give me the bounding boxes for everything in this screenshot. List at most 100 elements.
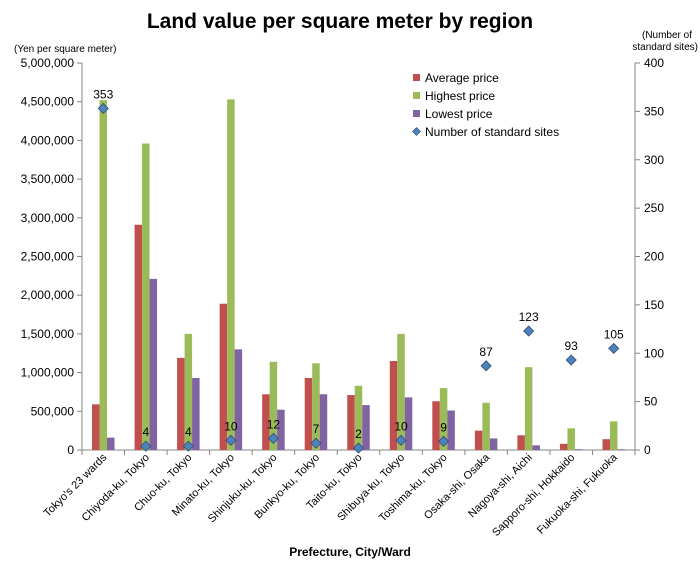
marker-number-of-standard-sites: [480, 360, 492, 372]
legend-swatch: [412, 127, 421, 136]
marker-number-of-standard-sites: [267, 432, 279, 444]
data-label-number-of-standard-sites: 353: [93, 87, 113, 101]
y-tick-label: 4,000,000: [21, 133, 75, 147]
legend: Average price Highest price Lowest price Nu…: [412, 71, 559, 139]
marker-number-of-standard-sites: [608, 342, 620, 354]
y2-tick-label: 50: [644, 395, 658, 409]
marker-number-of-standard-sites: [438, 435, 450, 447]
marker-number-of-standard-sites: [182, 440, 194, 452]
data-label-number-of-standard-sites: 105: [604, 327, 624, 341]
data-label-number-of-standard-sites: 123: [519, 310, 539, 324]
bar-highest-price: [184, 333, 193, 450]
bar-average-price: [347, 395, 355, 450]
bar-average-price: [92, 404, 100, 450]
bar-average-price: [432, 401, 440, 450]
y-tick-label: 2,500,000: [21, 250, 75, 264]
bar-highest-price: [439, 388, 448, 450]
bar-average-price: [602, 439, 610, 450]
marker-number-of-standard-sites: [97, 102, 109, 115]
marker-number-of-standard-sites: [352, 442, 365, 454]
bar-lowest-price: [532, 445, 540, 450]
bar-highest-price: [99, 100, 108, 450]
y2-tick-label: 350: [644, 104, 664, 118]
bar-lowest-price: [404, 397, 413, 450]
y2-axis-unit-label-line1: (Number of: [642, 30, 692, 41]
bar-highest-price: [227, 99, 235, 451]
data-label-number-of-standard-sites: 10: [224, 419, 238, 433]
data-label-number-of-standard-sites: 12: [267, 417, 281, 431]
bar-average-price: [262, 394, 270, 450]
data-label-number-of-standard-sites: 9: [440, 420, 447, 434]
bar-lowest-price: [489, 438, 498, 450]
y-tick-label: 2,000,000: [21, 288, 75, 302]
bar-highest-price: [524, 367, 533, 450]
bar-average-price: [517, 435, 525, 450]
marker-number-of-standard-sites: [225, 434, 237, 446]
y2-tick-label: 200: [644, 250, 664, 264]
marker-number-of-standard-sites: [310, 437, 322, 449]
bar-lowest-price: [277, 409, 285, 450]
y2-tick-label: 250: [644, 201, 664, 215]
legend-entry: Highest price: [425, 89, 495, 103]
bar-highest-price: [354, 385, 363, 450]
y-tick-label: 4,500,000: [21, 95, 75, 109]
data-label-number-of-standard-sites: 4: [142, 425, 149, 439]
legend-swatch: [413, 74, 420, 81]
bar-lowest-price: [447, 410, 455, 450]
bar-highest-price: [397, 333, 405, 450]
y2-tick-label: 300: [644, 153, 664, 167]
y2-tick-label: 150: [644, 298, 664, 312]
bar-lowest-price: [362, 405, 370, 450]
legend-entry: Lowest price: [425, 107, 493, 121]
bar-average-price: [177, 357, 185, 450]
bar-lowest-price: [192, 378, 200, 450]
y2-tick-label: 100: [644, 346, 664, 360]
bar-lowest-price: [319, 394, 328, 450]
x-axis-label: Prefecture, City/Ward: [289, 545, 411, 559]
x-category-label: Sapporo-shi, Hokkaido: [490, 452, 577, 539]
bar-lowest-price: [574, 449, 583, 450]
data-label-number-of-standard-sites: 93: [565, 339, 579, 353]
bar-highest-price: [269, 361, 278, 450]
marker-number-of-standard-sites: [140, 440, 152, 452]
y-tick-label: 3,500,000: [21, 172, 75, 186]
marker-number-of-standard-sites: [565, 354, 577, 366]
legend-swatch: [413, 110, 420, 117]
bar-average-price: [304, 378, 313, 450]
bar-average-price: [559, 443, 568, 450]
y-tick-label: 3,000,000: [21, 211, 75, 225]
data-label-number-of-standard-sites: 2: [355, 427, 362, 441]
bar-lowest-price: [617, 449, 625, 450]
data-label-number-of-standard-sites: 10: [394, 419, 408, 433]
chart-title: Land value per square meter by region: [147, 10, 533, 33]
data-label-number-of-standard-sites: 87: [479, 345, 493, 359]
data-label-number-of-standard-sites: 7: [313, 422, 320, 436]
y2-tick-label: 400: [644, 56, 664, 70]
y2-tick-label: 0: [644, 443, 651, 457]
y-tick-label: 1,000,000: [21, 366, 75, 380]
bar-average-price: [134, 224, 143, 450]
data-label-number-of-standard-sites: 4: [185, 425, 192, 439]
bar-highest-price: [482, 402, 490, 450]
legend-entry: Number of standard sites: [425, 125, 559, 139]
marker-number-of-standard-sites: [395, 434, 407, 446]
legend-swatch: [413, 92, 420, 99]
bar-highest-price: [312, 363, 320, 450]
bar-average-price: [389, 360, 398, 450]
bar-highest-price: [567, 428, 575, 450]
bar-highest-price: [142, 143, 150, 450]
y-tick-label: 5,000,000: [21, 56, 75, 70]
legend-entry: Average price: [425, 71, 499, 85]
bar-lowest-price: [234, 349, 243, 450]
y-tick-label: 1,500,000: [21, 327, 75, 341]
y2-axis-unit-label-line2: standard sites): [632, 42, 698, 53]
bar-average-price: [474, 430, 483, 450]
bar-lowest-price: [149, 278, 158, 450]
plot-area: 0 500,000 1,000,000 1,500,000 2,000,000 2,500…: [21, 56, 665, 539]
y-tick-label: 0: [67, 443, 74, 457]
y-tick-label: 500,000: [31, 404, 75, 418]
marker-number-of-standard-sites: [523, 325, 535, 337]
bar-lowest-price: [107, 437, 115, 450]
y-axis-unit-label: (Yen per square meter): [14, 44, 116, 55]
